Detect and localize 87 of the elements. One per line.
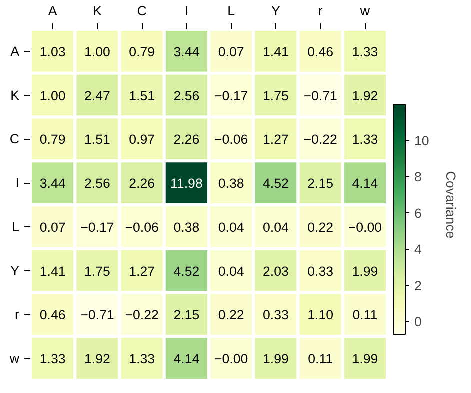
data-label: 0.04 [262,220,290,235]
data-label: 1.33 [352,132,378,148]
y-tick-label: I [16,176,20,191]
data-label: 1.33 [40,352,66,367]
data-label: 0.33 [308,264,334,279]
data-label: 1.51 [84,132,110,148]
data-label: −0.00 [348,220,382,235]
data-label: 2.26 [174,132,200,148]
data-label: 3.44 [40,176,66,192]
data-label: −0.71 [304,88,338,104]
color-bar-label: 8 [414,170,422,185]
data-label: 2.56 [174,88,200,104]
data-label: 4.52 [262,176,289,192]
data-label: 1.33 [129,352,156,367]
data-label: 0.11 [308,352,334,367]
data-label: 1.27 [262,132,289,148]
data-label: 2.26 [129,176,156,192]
color-bar-label: 4 [414,242,422,258]
data-label: 2.15 [174,308,200,323]
y-tick-label: w [8,351,20,366]
data-label: 0.38 [218,176,244,192]
color-bar-title: Covariance [444,171,458,239]
x-tick-label: K [92,4,102,18]
data-label: 0.79 [129,44,156,60]
data-label: −0.22 [125,308,159,323]
data-label: 1.00 [84,44,110,60]
data-label: 1.99 [352,264,378,279]
color-bar-label: 2 [414,278,422,294]
color-bar-label: 0 [414,314,422,330]
data-label: 0.11 [352,308,378,323]
data-label: −0.06 [214,132,248,148]
data-label: 2.15 [308,176,334,192]
data-label: 4.14 [174,352,200,367]
y-tick-label: K [10,88,20,103]
data-label: 1.99 [262,352,289,367]
data-label: 0.46 [40,308,66,323]
color-bar-label: 10 [414,133,430,148]
data-label: −0.00 [214,352,248,367]
data-label: 1.10 [308,308,334,323]
x-tick-label: w [359,4,370,18]
data-label: −0.22 [304,132,338,148]
data-label: 0.33 [262,308,289,323]
data-label: 0.04 [218,264,245,279]
y-tick-label: A [10,44,20,59]
data-label: 0.04 [218,220,245,235]
data-label: 0.46 [308,44,334,60]
data-label: −0.71 [80,308,114,323]
y-tick-label: L [12,219,20,234]
data-label: 1.99 [352,352,378,367]
x-tick-label: A [48,4,58,18]
data-label: 1.27 [129,264,156,279]
data-label: 0.22 [218,308,244,323]
data-label: −0.17 [214,88,248,104]
data-label: 1.51 [129,88,156,104]
data-label: −0.06 [125,220,159,235]
data-label: 3.44 [174,44,200,60]
data-label: 0.97 [129,132,156,148]
data-label: 0.07 [218,44,244,60]
x-tick-label: r [318,4,324,18]
y-tick-label: Y [10,263,20,278]
x-tick-label: L [228,4,236,18]
x-tick-label: I [184,4,189,18]
data-label: 1.33 [352,44,378,60]
data-label: 4.14 [352,176,379,192]
data-label: 1.00 [40,88,66,104]
data-label: 4.52 [174,264,200,279]
data-label: 2.03 [262,264,289,279]
data-label: 0.79 [40,132,66,148]
data-label: 1.92 [352,88,378,104]
x-tick-label: C [137,4,148,18]
data-label: 1.75 [84,264,110,279]
y-tick-label: r [15,307,20,322]
data-label: 1.92 [84,352,110,367]
data-label: 11.98 [170,176,203,192]
x-tick-label: Y [271,4,280,18]
data-label: 0.07 [40,220,66,235]
data-label: −0.17 [80,220,114,235]
data-label: 0.22 [308,220,334,235]
data-label: 1.03 [40,44,66,60]
data-label: 2.56 [84,176,110,192]
data-label: 1.75 [262,88,289,104]
data-label: 0.38 [174,220,200,235]
data-label: 1.41 [40,264,66,279]
y-tick-label: C [10,132,20,147]
data-label: 2.47 [84,88,110,104]
color-bar-label: 6 [414,206,422,221]
data-label: 1.41 [262,44,289,60]
